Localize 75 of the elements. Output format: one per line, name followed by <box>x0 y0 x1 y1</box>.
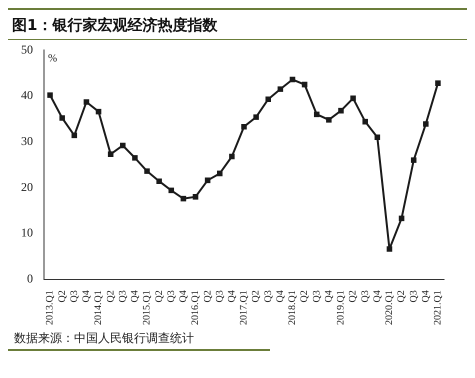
point <box>229 154 235 160</box>
x-tick-label: Q4 <box>372 290 383 303</box>
point <box>435 80 441 86</box>
y-tick-label: 10 <box>21 226 33 240</box>
x-tick-label: Q2 <box>250 290 262 303</box>
point <box>362 118 368 124</box>
point <box>386 246 392 252</box>
x-tick-label: Q2 <box>348 290 359 303</box>
point <box>180 196 186 202</box>
x-tick-label: Q2 <box>56 290 68 303</box>
x-tick-label: Q2 <box>105 290 116 303</box>
point <box>253 114 259 120</box>
x-tick-label: Q4 <box>226 290 238 303</box>
x-tick-label: Q3 <box>408 290 420 303</box>
x-tick-label: 2014.Q1 <box>93 290 104 326</box>
chart-title: 图1：银行家宏观经济热度指数 <box>8 8 467 40</box>
point <box>302 82 308 88</box>
point <box>168 188 174 194</box>
point <box>120 142 126 148</box>
point <box>216 170 223 176</box>
x-tick-label: 2016.Q1 <box>190 290 202 326</box>
x-tick-label: Q3 <box>117 290 128 303</box>
x-tick-label: 2020.Q1 <box>384 290 396 326</box>
point <box>156 178 162 184</box>
y-tick-label: 0 <box>27 271 33 286</box>
x-tick-label: Q4 <box>130 290 141 303</box>
x-tick-label: Q3 <box>214 290 226 303</box>
source-note: 数据来源：中国人民银行调查统计 <box>8 328 270 351</box>
point <box>290 76 296 82</box>
point <box>96 108 102 114</box>
x-tick-label: Q3 <box>360 290 371 303</box>
x-tick-label: 2019.Q1 <box>336 290 347 326</box>
point <box>410 157 416 163</box>
x-tick-label: Q4 <box>274 290 286 303</box>
x-tick-label: 2015.Q1 <box>142 290 153 326</box>
y-tick-label: 30 <box>21 134 33 148</box>
x-tick-label: Q2 <box>154 290 165 303</box>
point <box>84 99 90 105</box>
point <box>47 92 53 98</box>
point <box>132 155 138 161</box>
point <box>192 194 198 200</box>
point <box>108 151 114 157</box>
x-tick-label: Q3 <box>311 290 322 303</box>
point <box>398 216 404 222</box>
point <box>374 134 380 140</box>
x-tick-label: Q3 <box>262 290 274 303</box>
x-tick-label: Q3 <box>166 290 177 303</box>
x-tick-label: 2021.Q1 <box>432 290 444 326</box>
point <box>204 178 210 184</box>
point <box>144 168 150 174</box>
point <box>338 108 344 114</box>
point <box>265 96 272 102</box>
x-tick-label: 2013.Q1 <box>44 290 56 326</box>
point <box>326 117 332 123</box>
x-tick-label: Q2 <box>396 290 408 303</box>
point <box>241 124 247 130</box>
point <box>59 115 65 121</box>
x-tick-label: Q4 <box>178 290 190 303</box>
y-tick-label: 40 <box>21 88 33 102</box>
x-tick-label: 2018.Q1 <box>287 290 298 326</box>
y-axis-title: % <box>48 52 58 65</box>
point <box>72 132 78 138</box>
point <box>314 112 320 118</box>
x-tick-label: Q4 <box>81 290 92 303</box>
x-tick-label: Q4 <box>323 290 334 303</box>
y-tick-label: 50 <box>21 42 33 56</box>
x-tick-label: Q3 <box>68 290 80 303</box>
x-tick-label: 2017.Q1 <box>238 290 250 326</box>
x-tick-label: Q4 <box>420 290 432 303</box>
point <box>350 96 356 102</box>
point <box>278 86 284 92</box>
y-tick-label: 20 <box>21 180 33 194</box>
x-tick-label: Q2 <box>299 290 310 303</box>
x-tick-label: Q2 <box>202 290 214 303</box>
point <box>423 121 429 127</box>
